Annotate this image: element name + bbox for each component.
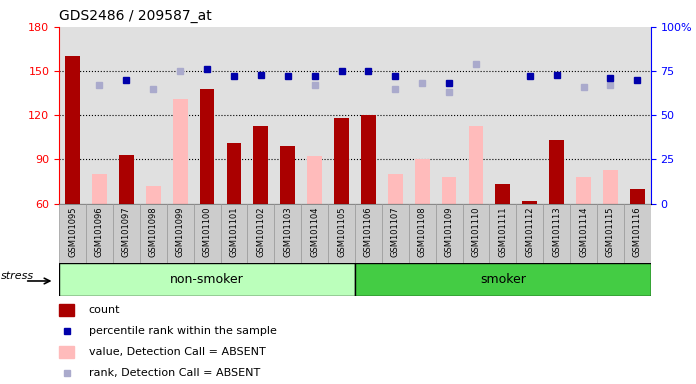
Text: GSM101097: GSM101097 [122, 207, 131, 257]
Bar [409, 204, 436, 263]
Bar [543, 204, 570, 263]
Bar [59, 204, 86, 263]
Text: GSM101110: GSM101110 [471, 207, 480, 257]
Bar [489, 204, 516, 263]
Text: GSM101106: GSM101106 [364, 207, 373, 257]
Bar [516, 204, 543, 263]
Bar [274, 204, 301, 263]
Bar [597, 204, 624, 263]
Text: GSM101109: GSM101109 [445, 207, 454, 257]
Bar [355, 204, 382, 263]
Text: GSM101103: GSM101103 [283, 207, 292, 257]
Bar [630, 189, 644, 204]
Text: GSM101108: GSM101108 [418, 207, 427, 257]
Bar [334, 118, 349, 204]
Bar [355, 263, 651, 296]
Bar [523, 200, 537, 204]
Bar [301, 204, 328, 263]
Text: GSM101096: GSM101096 [95, 207, 104, 257]
Text: GSM101102: GSM101102 [256, 207, 265, 257]
Bar [65, 56, 80, 204]
Bar [436, 204, 463, 263]
Bar [570, 204, 597, 263]
Bar [193, 204, 221, 263]
Text: GSM101111: GSM101111 [498, 207, 507, 257]
Text: count: count [89, 305, 120, 315]
Bar [119, 155, 134, 204]
Bar [200, 89, 214, 204]
Bar [361, 115, 376, 204]
Bar [221, 204, 247, 263]
Bar [227, 143, 242, 204]
Bar [442, 177, 457, 204]
Text: GSM101101: GSM101101 [230, 207, 239, 257]
Bar [92, 174, 107, 204]
Text: GSM101113: GSM101113 [552, 207, 561, 257]
Bar [388, 174, 403, 204]
Bar [576, 177, 591, 204]
Text: stress: stress [1, 271, 34, 281]
Text: GSM101098: GSM101098 [149, 207, 158, 257]
Bar [59, 304, 74, 316]
Bar [468, 126, 483, 204]
Bar [247, 204, 274, 263]
Bar [113, 204, 140, 263]
Text: GSM101100: GSM101100 [203, 207, 212, 257]
Bar [86, 204, 113, 263]
Text: GDS2486 / 209587_at: GDS2486 / 209587_at [59, 9, 212, 23]
Text: GSM101104: GSM101104 [310, 207, 319, 257]
Bar [253, 126, 268, 204]
Bar [463, 204, 489, 263]
Text: value, Detection Call = ABSENT: value, Detection Call = ABSENT [89, 347, 265, 358]
Bar [140, 204, 167, 263]
Bar [415, 159, 429, 204]
Text: GSM101105: GSM101105 [337, 207, 346, 257]
Text: GSM101112: GSM101112 [525, 207, 535, 257]
Text: percentile rank within the sample: percentile rank within the sample [89, 326, 276, 336]
Bar [549, 140, 564, 204]
Bar [59, 346, 74, 358]
Bar [307, 156, 322, 204]
Bar [496, 184, 510, 204]
Bar [382, 204, 409, 263]
Text: GSM101116: GSM101116 [633, 207, 642, 257]
Text: GSM101099: GSM101099 [175, 207, 184, 257]
Text: rank, Detection Call = ABSENT: rank, Detection Call = ABSENT [89, 368, 260, 379]
Bar [167, 204, 193, 263]
Text: GSM101115: GSM101115 [606, 207, 615, 257]
Text: GSM101107: GSM101107 [390, 207, 400, 257]
Text: non-smoker: non-smoker [171, 273, 244, 286]
Bar [59, 263, 355, 296]
Bar [624, 204, 651, 263]
Bar [280, 146, 295, 204]
Text: GSM101095: GSM101095 [68, 207, 77, 257]
Bar [328, 204, 355, 263]
Bar [173, 99, 187, 204]
Text: smoker: smoker [480, 273, 525, 286]
Text: GSM101114: GSM101114 [579, 207, 588, 257]
Bar [603, 170, 618, 204]
Bar [146, 186, 161, 204]
